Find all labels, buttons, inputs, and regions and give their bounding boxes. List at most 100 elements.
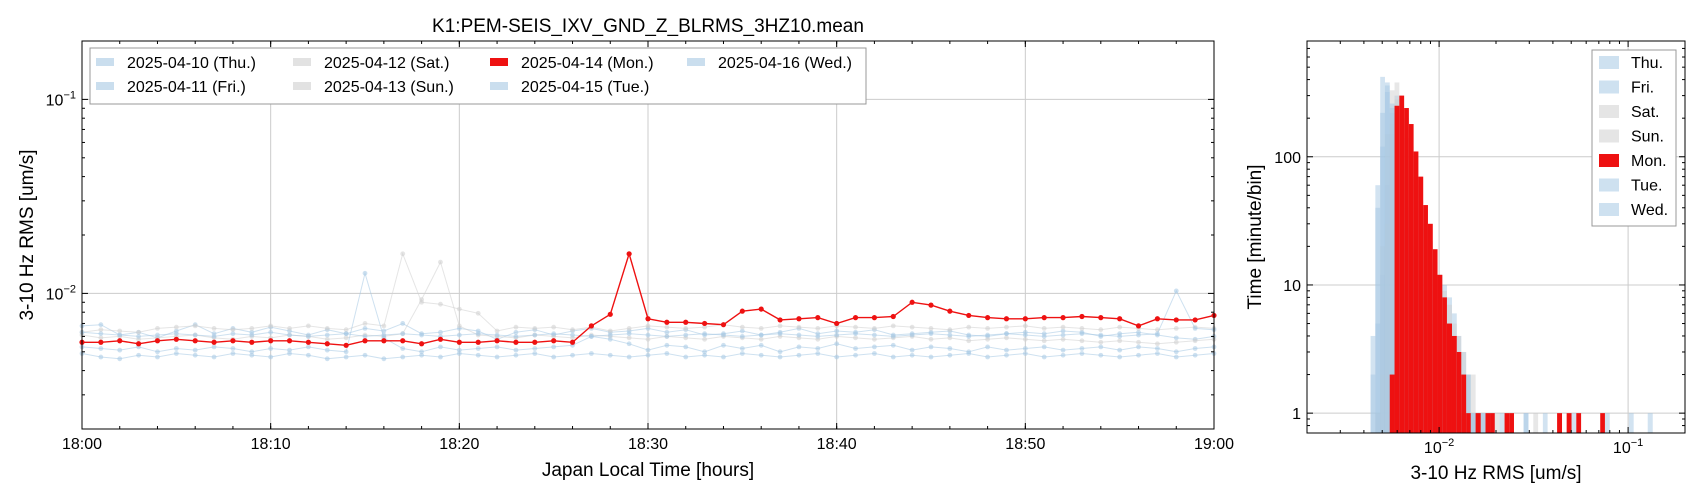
histogram-legend-swatch bbox=[1599, 129, 1619, 143]
timeseries-y-tick-label: 10−1 bbox=[46, 89, 76, 109]
timeseries-point bbox=[324, 336, 330, 342]
timeseries-point bbox=[871, 315, 878, 321]
timeseries-point bbox=[551, 338, 557, 344]
timeseries-point bbox=[456, 347, 462, 353]
timeseries-point bbox=[1117, 334, 1123, 339]
timeseries-point bbox=[664, 324, 670, 330]
timeseries-point bbox=[419, 297, 424, 302]
timeseries-point bbox=[645, 316, 651, 322]
timeseries-point bbox=[1004, 324, 1009, 330]
histogram-bar bbox=[1494, 413, 1500, 433]
timeseries-point bbox=[1173, 349, 1179, 355]
timeseries-point bbox=[702, 349, 707, 355]
histogram-bar bbox=[1394, 105, 1400, 433]
timeseries-point bbox=[985, 315, 991, 321]
timeseries-point bbox=[98, 346, 104, 351]
timeseries-point bbox=[645, 347, 651, 353]
timeseries-point bbox=[947, 327, 953, 333]
histogram-bar bbox=[1375, 323, 1381, 433]
timeseries-point bbox=[1173, 288, 1179, 294]
timeseries-legend-swatch bbox=[293, 82, 311, 90]
histogram-bar bbox=[1509, 413, 1514, 433]
timeseries-point bbox=[400, 354, 406, 360]
timeseries-point bbox=[589, 351, 594, 356]
timeseries-point bbox=[1060, 352, 1066, 358]
timeseries-point bbox=[1098, 339, 1104, 345]
timeseries-point bbox=[758, 326, 764, 331]
timeseries-point bbox=[381, 323, 387, 329]
histogram-bar bbox=[1557, 413, 1563, 433]
histogram-y-axis-label: Time [minute/bin] bbox=[1245, 164, 1266, 309]
timeseries-point bbox=[853, 324, 858, 330]
timeseries-point bbox=[1155, 341, 1160, 347]
histogram-bar bbox=[1389, 103, 1395, 433]
timeseries-point bbox=[551, 354, 557, 360]
timeseries-point bbox=[890, 354, 896, 360]
timeseries-point bbox=[777, 331, 783, 337]
timeseries-point bbox=[1022, 323, 1028, 329]
timeseries-point bbox=[513, 329, 519, 335]
timeseries-point bbox=[872, 332, 877, 338]
timeseries-point bbox=[1041, 344, 1047, 350]
timeseries-point bbox=[683, 344, 689, 350]
histogram-bar bbox=[1647, 413, 1653, 433]
histogram-legend-label: Mon. bbox=[1631, 153, 1667, 170]
histogram-bar bbox=[1504, 413, 1510, 433]
histogram-legend-swatch bbox=[1599, 105, 1619, 118]
timeseries-point bbox=[1022, 336, 1028, 342]
timeseries-point bbox=[645, 323, 651, 329]
timeseries-point bbox=[777, 354, 783, 360]
timeseries-point bbox=[834, 354, 840, 360]
timeseries-point bbox=[1060, 324, 1066, 330]
timeseries-point bbox=[947, 308, 953, 314]
histogram-legend-label: Tue. bbox=[1631, 178, 1662, 195]
timeseries-point bbox=[173, 351, 179, 356]
timeseries-x-tick-label: 18:20 bbox=[439, 436, 479, 453]
timeseries-point bbox=[438, 354, 443, 360]
timeseries-point bbox=[739, 324, 745, 330]
histogram-bars-group bbox=[1370, 76, 1653, 434]
timeseries-point bbox=[777, 317, 783, 323]
timeseries-point bbox=[324, 341, 330, 347]
timeseries-point bbox=[834, 320, 840, 327]
timeseries-ticks: 18:00 18:10 18:20 18:30 18:40 18:50 19:00 10−2 1… bbox=[46, 40, 1234, 453]
timeseries-point bbox=[381, 356, 387, 362]
timeseries-point bbox=[947, 332, 953, 338]
timeseries-point bbox=[966, 324, 972, 330]
histogram-bar bbox=[1384, 82, 1390, 434]
timeseries-point bbox=[664, 334, 670, 339]
timeseries-point bbox=[117, 338, 123, 344]
histogram-bar bbox=[1432, 249, 1438, 433]
timeseries-point bbox=[551, 324, 557, 330]
timeseries-point bbox=[513, 334, 519, 339]
timeseries-legend-label: 2025-04-11 (Fri.) bbox=[127, 79, 246, 96]
histogram-bar bbox=[1628, 413, 1634, 433]
timeseries-point bbox=[702, 324, 707, 330]
timeseries-point bbox=[173, 336, 179, 342]
timeseries-point bbox=[438, 329, 443, 335]
timeseries-point bbox=[1136, 352, 1141, 358]
timeseries-point bbox=[909, 324, 915, 330]
timeseries-point bbox=[324, 332, 330, 338]
timeseries-point bbox=[381, 338, 387, 344]
timeseries-point bbox=[400, 251, 406, 257]
timeseries-point bbox=[853, 335, 858, 341]
timeseries-point bbox=[796, 344, 802, 350]
timeseries-point bbox=[1022, 346, 1028, 351]
timeseries-point bbox=[834, 332, 840, 338]
timeseries-point bbox=[287, 332, 292, 338]
timeseries-point bbox=[1079, 346, 1085, 351]
timeseries-point bbox=[570, 332, 575, 338]
timeseries-point bbox=[306, 344, 311, 350]
timeseries-point bbox=[1098, 352, 1104, 358]
timeseries-point bbox=[494, 344, 500, 350]
timeseries-point bbox=[494, 338, 500, 344]
timeseries-point bbox=[985, 344, 990, 350]
histogram-legend-swatch bbox=[1599, 178, 1619, 192]
timeseries-point bbox=[98, 354, 104, 360]
timeseries-point bbox=[154, 338, 161, 344]
timeseries-point bbox=[909, 332, 915, 338]
timeseries-point bbox=[192, 347, 198, 353]
timeseries-point bbox=[343, 335, 349, 341]
timeseries-legend-label: 2025-04-12 (Sat.) bbox=[324, 55, 449, 72]
